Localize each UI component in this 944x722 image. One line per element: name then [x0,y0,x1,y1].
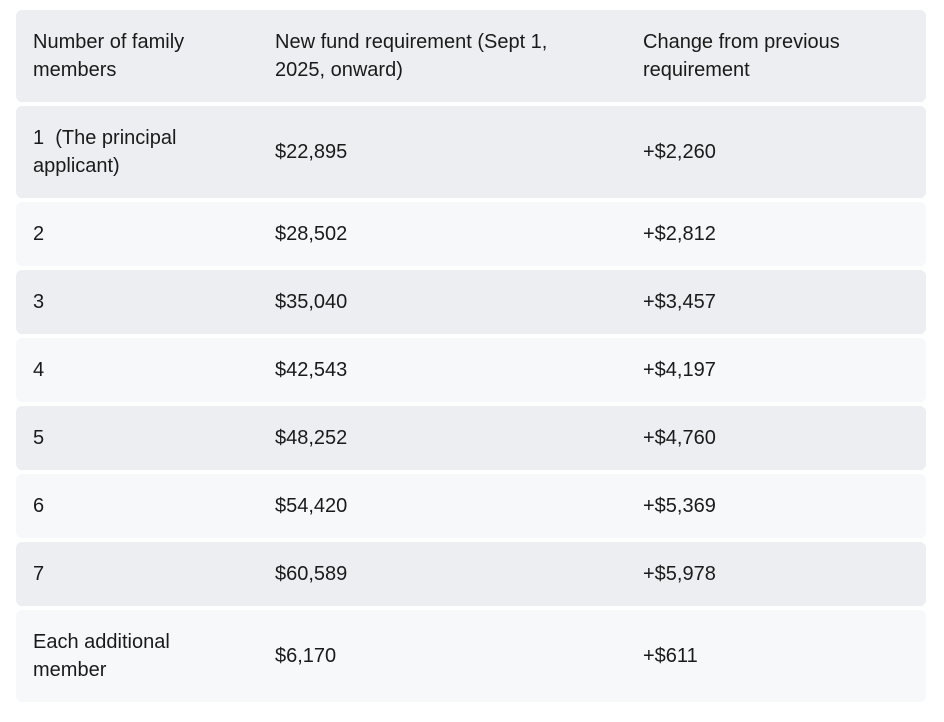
table-row: 1 (The principal applicant) $22,895 +$2,… [16,106,926,198]
cell-change: +$611 [626,610,926,702]
table-row: 3 $35,040 +$3,457 [16,270,926,334]
header-row: Number of family members New fund requir… [16,10,926,102]
cell-new-requirement: $35,040 [258,270,626,334]
cell-family-members: 2 [16,202,258,266]
cell-change: +$2,260 [626,106,926,198]
cell-family-members: 7 [16,542,258,606]
cell-new-requirement: $48,252 [258,406,626,470]
cell-family-members: 6 [16,474,258,538]
column-header-family-members: Number of family members [16,10,258,102]
table-row: 6 $54,420 +$5,369 [16,474,926,538]
cell-change: +$4,197 [626,338,926,402]
column-header-change: Change from previous requirement [626,10,926,102]
cell-new-requirement: $54,420 [258,474,626,538]
cell-family-members: Each additional member [16,610,258,702]
cell-change: +$4,760 [626,406,926,470]
cell-family-members: 4 [16,338,258,402]
cell-change: +$3,457 [626,270,926,334]
table-row: 4 $42,543 +$4,197 [16,338,926,402]
table-row: 5 $48,252 +$4,760 [16,406,926,470]
cell-family-members: 3 [16,270,258,334]
table-row: Each additional member $6,170 +$611 [16,610,926,702]
cell-new-requirement: $60,589 [258,542,626,606]
cell-family-members: 5 [16,406,258,470]
column-header-new-requirement: New fund requirement (Sept 1, 2025, onwa… [258,10,626,102]
cell-new-requirement: $28,502 [258,202,626,266]
cell-change: +$5,369 [626,474,926,538]
table-row: 2 $28,502 +$2,812 [16,202,926,266]
cell-new-requirement: $42,543 [258,338,626,402]
cell-change: +$5,978 [626,542,926,606]
cell-change: +$2,812 [626,202,926,266]
cell-new-requirement: $22,895 [258,106,626,198]
cell-family-members: 1 (The principal applicant) [16,106,258,198]
cell-new-requirement: $6,170 [258,610,626,702]
funds-table: Number of family members New fund requir… [16,6,926,706]
table-row: 7 $60,589 +$5,978 [16,542,926,606]
